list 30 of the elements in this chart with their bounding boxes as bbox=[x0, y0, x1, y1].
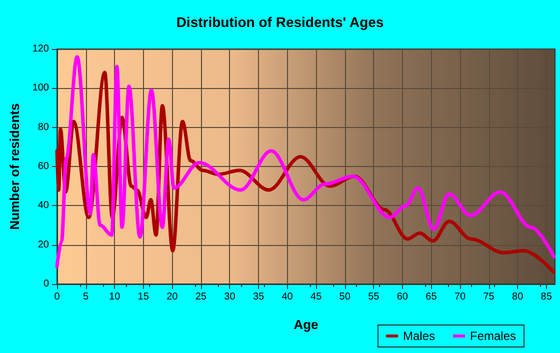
y-tick-label: 100 bbox=[32, 82, 50, 94]
y-tick-label: 60 bbox=[38, 161, 50, 172]
y-tick-label: 80 bbox=[38, 122, 50, 133]
y-tick-label: 0 bbox=[43, 278, 50, 290]
x-axis-title: Age bbox=[294, 317, 318, 332]
x-tick-label: 40 bbox=[282, 292, 294, 302]
x-tick-label: 85 bbox=[540, 292, 552, 302]
chart-title: Distribution of Residents' Ages bbox=[176, 14, 384, 30]
x-tick-label: 60 bbox=[396, 292, 408, 302]
legend-label: Females bbox=[470, 329, 516, 343]
x-tick-label: 0 bbox=[54, 292, 60, 302]
x-tick-label: 10 bbox=[109, 292, 121, 302]
x-tick-label: 55 bbox=[368, 292, 380, 302]
x-tick-label: 75 bbox=[483, 292, 495, 302]
x-tick-label: 80 bbox=[512, 292, 524, 302]
x-tick-label: 65 bbox=[426, 292, 438, 302]
y-tick-label: 120 bbox=[32, 44, 50, 54]
x-tick-label: 30 bbox=[224, 292, 236, 302]
y-axis-title: Number of residents bbox=[7, 103, 22, 230]
y-tick-label: 20 bbox=[38, 239, 50, 250]
x-tick-label: 5 bbox=[83, 292, 90, 302]
x-tick-label: 45 bbox=[310, 292, 322, 302]
x-tick-label: 25 bbox=[195, 292, 207, 302]
legend-label: Males bbox=[402, 329, 435, 343]
x-tick-label: 70 bbox=[454, 292, 466, 302]
y-tick-label: 40 bbox=[38, 200, 50, 212]
x-tick-label: 15 bbox=[138, 292, 150, 302]
x-tick-label: 50 bbox=[339, 292, 351, 302]
x-tick-label: 20 bbox=[166, 292, 178, 302]
x-tick-label: 35 bbox=[252, 292, 264, 302]
